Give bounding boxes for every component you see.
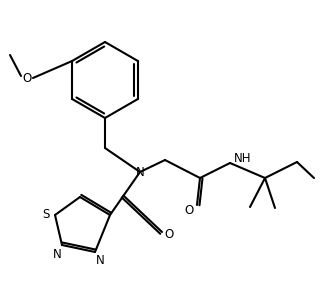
Text: N: N bbox=[96, 254, 104, 268]
Text: N: N bbox=[52, 248, 61, 260]
Text: S: S bbox=[42, 208, 50, 221]
Text: N: N bbox=[136, 166, 145, 178]
Text: O: O bbox=[164, 227, 174, 241]
Text: O: O bbox=[22, 71, 32, 85]
Text: NH: NH bbox=[234, 152, 251, 166]
Text: O: O bbox=[184, 203, 194, 217]
